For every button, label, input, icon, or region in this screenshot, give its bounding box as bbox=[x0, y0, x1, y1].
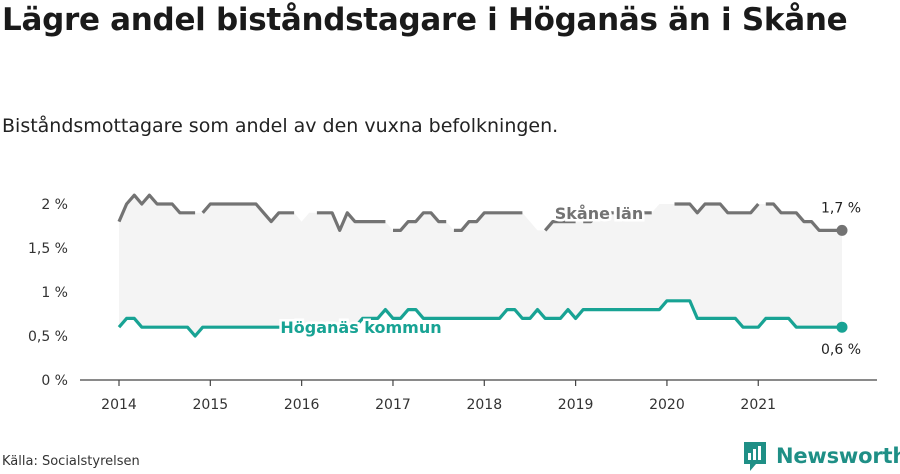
series-line-hoganas bbox=[117, 299, 842, 338]
chart-subtitle: Biståndsmottagare som andel av den vuxna… bbox=[2, 115, 559, 137]
series-line-skane bbox=[765, 202, 842, 232]
end-label-hoganas: 0,6 % bbox=[821, 342, 861, 358]
series-line-skane bbox=[393, 211, 447, 232]
series-line-skane bbox=[674, 202, 760, 215]
x-tick-label: 2014 bbox=[101, 397, 137, 413]
y-tick-label: 1 % bbox=[41, 285, 68, 301]
x-tick-label: 2018 bbox=[466, 397, 502, 413]
series-line-skane bbox=[201, 202, 295, 224]
series-line-skane bbox=[117, 193, 196, 223]
range-band-layer bbox=[119, 195, 842, 336]
series-line-skane bbox=[453, 211, 523, 232]
label-layer: 1,7 % 0,6 % Skåne län Höganäs kommun bbox=[278, 200, 861, 358]
end-label-skane: 1,7 % bbox=[821, 200, 861, 216]
series-line-skane bbox=[316, 211, 386, 232]
end-point-skane bbox=[836, 224, 848, 236]
series-line-skane bbox=[583, 211, 614, 224]
newsworthy-logo-text: Newsworthy bbox=[776, 444, 900, 468]
newsworthy-logo[interactable]: Newsworthy bbox=[742, 438, 900, 474]
y-tick-label: 1,5 % bbox=[28, 241, 68, 257]
series-label-skane: Skåne län bbox=[555, 204, 643, 223]
series-line-skane bbox=[543, 220, 576, 232]
newsworthy-logo-icon bbox=[744, 442, 766, 471]
chart-title: Lägre andel biståndstagare i Höganäs än … bbox=[2, 2, 848, 38]
x-tick-label: 2017 bbox=[375, 397, 411, 413]
y-tick-label: 2 % bbox=[41, 197, 68, 213]
range-band bbox=[119, 195, 842, 336]
y-tick-label: 0 % bbox=[41, 373, 68, 389]
x-tick-label: 2015 bbox=[193, 397, 229, 413]
x-tick-label: 2020 bbox=[649, 397, 685, 413]
end-point-hoganas bbox=[836, 321, 848, 333]
source-note: Källa: Socialstyrelsen bbox=[2, 454, 140, 469]
x-tick-label: 2016 bbox=[284, 397, 320, 413]
x-tick-label: 2021 bbox=[740, 397, 776, 413]
series-label-hoganas: Höganäs kommun bbox=[280, 318, 441, 337]
series-layer bbox=[117, 193, 848, 338]
x-tick-label: 2019 bbox=[558, 397, 594, 413]
axis-layer: 0 % 0,5 % 1 % 1,5 % 2 % 2014 2015 2016 2017 2018 2… bbox=[28, 197, 877, 413]
y-tick-label: 0,5 % bbox=[28, 329, 68, 345]
